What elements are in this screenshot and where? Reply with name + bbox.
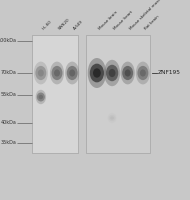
Text: Rat brain: Rat brain: [144, 15, 160, 31]
Ellipse shape: [140, 69, 146, 77]
Ellipse shape: [54, 69, 60, 77]
Text: HL-60: HL-60: [42, 20, 53, 31]
Ellipse shape: [34, 62, 48, 84]
Bar: [86, 35, 150, 153]
Ellipse shape: [88, 58, 106, 88]
Text: A-549: A-549: [73, 20, 85, 31]
Ellipse shape: [110, 116, 114, 120]
Text: Mouse heart: Mouse heart: [113, 10, 134, 31]
Ellipse shape: [93, 68, 101, 78]
Ellipse shape: [51, 66, 63, 80]
Ellipse shape: [125, 69, 131, 77]
Text: 70kDa: 70kDa: [0, 71, 16, 75]
Ellipse shape: [35, 66, 46, 80]
Text: 40kDa: 40kDa: [0, 120, 16, 126]
Ellipse shape: [38, 69, 44, 77]
Text: SW620: SW620: [58, 18, 71, 31]
Ellipse shape: [69, 69, 75, 77]
Ellipse shape: [65, 62, 79, 84]
Ellipse shape: [104, 60, 120, 86]
Text: 35kDa: 35kDa: [0, 140, 16, 146]
Text: 100kDa: 100kDa: [0, 38, 16, 44]
Ellipse shape: [109, 69, 116, 77]
Ellipse shape: [121, 62, 135, 84]
Text: Mouse brain: Mouse brain: [98, 10, 118, 31]
Text: ZNF195: ZNF195: [158, 71, 181, 75]
Ellipse shape: [67, 66, 78, 80]
Ellipse shape: [108, 113, 116, 123]
Ellipse shape: [37, 92, 45, 102]
Ellipse shape: [137, 66, 148, 80]
Ellipse shape: [122, 66, 133, 80]
Text: Mouse skeletal muscle: Mouse skeletal muscle: [129, 0, 164, 31]
Ellipse shape: [50, 62, 64, 84]
Ellipse shape: [90, 64, 104, 82]
Ellipse shape: [39, 95, 43, 99]
Ellipse shape: [136, 62, 150, 84]
Ellipse shape: [36, 90, 46, 104]
Text: 55kDa: 55kDa: [0, 92, 16, 98]
Ellipse shape: [109, 115, 116, 121]
Bar: [32, 35, 78, 153]
Ellipse shape: [106, 65, 118, 81]
